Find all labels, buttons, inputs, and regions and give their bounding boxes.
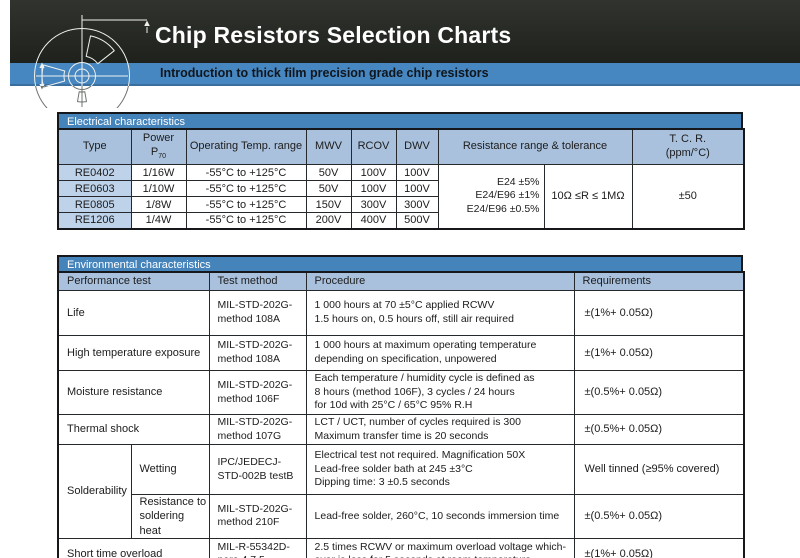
col-header-test-method: Test method [208, 271, 307, 291]
col-header-mwv: MWV [305, 128, 352, 165]
col-header-dwv: DWV [395, 128, 439, 165]
environmental-row: High temperature exposure MIL-STD-202G-m… [57, 335, 745, 371]
cell-test-method: MIL-STD-202G-method 107G [208, 414, 307, 445]
cell-rcov: 400V [350, 212, 397, 229]
cell-performance-subtest: Wetting [130, 444, 210, 495]
col-header-procedure: Procedure [305, 271, 575, 291]
cell-temp: -55°C to +125°C [185, 196, 307, 213]
cell-rcov: 300V [350, 196, 397, 213]
cell-rcov: 100V [350, 164, 397, 181]
col-header-tcr: T. C. R. (ppm/°C) [631, 128, 745, 165]
environmental-characteristics-table: Environmental characteristics Performanc… [57, 255, 746, 558]
electrical-row: RE0402 1/16W -55°C to +125°C 50V 100V 10… [57, 164, 745, 229]
cell-tcr: ±50 [631, 164, 745, 229]
cell-requirements: ±(1%+ 0.05Ω) [573, 290, 745, 336]
col-header-resistance-range: Resistance range & tolerance [437, 128, 633, 165]
cell-procedure: Each temperature / humidity cycle is def… [305, 370, 575, 415]
cell-power: 1/16W [130, 164, 187, 181]
electrical-row: RE1206 1/4W -55°C to +125°C 200V 400V 50… [57, 212, 744, 229]
cell-procedure: 1 000 hours at 70 ±5°C applied RCWV 1.5 h… [305, 290, 575, 336]
cell-performance-test: High temperature exposure [57, 335, 210, 371]
cell-requirements: ±(1%+ 0.05Ω) [573, 335, 745, 371]
environmental-row: Thermal shock MIL-STD-202G-method 107G L… [57, 414, 745, 445]
page-subtitle: Introduction to thick film precision gra… [160, 66, 489, 80]
cell-dwv: 100V [395, 180, 439, 197]
environmental-header-row: Performance test Test method Procedure R… [57, 271, 745, 291]
cell-requirements: ±(1%+ 0.05Ω) [573, 537, 745, 558]
cell-mwv: 150V [305, 196, 352, 213]
cell-type: RE0402 [57, 164, 132, 181]
cell-test-method: MIL-STD-202G-method 210F [208, 494, 307, 539]
cell-performance-test: Short time overload [57, 537, 210, 558]
environmental-row: Life MIL-STD-202G-method 108A 1 000 hour… [57, 290, 745, 336]
cell-type: RE1206 [57, 212, 132, 229]
cell-test-method: MIL-R-55342D-para 4.7.5 [208, 537, 307, 558]
cell-test-method: MIL-STD-202G-method 108A [208, 335, 307, 371]
electrical-row: RE0603 1/10W -55°C to +125°C 50V 100V 10… [57, 180, 744, 197]
cell-temp: -55°C to +125°C [185, 180, 307, 197]
cell-requirements: Well tinned (≥95% covered) [573, 444, 745, 495]
cell-mwv: 50V [305, 180, 352, 197]
environmental-row: Short time overload MIL-R-55342D-para 4.… [57, 537, 745, 558]
cell-mwv: 200V [305, 212, 352, 229]
cell-test-method: MIL-STD-202G-method 108A [208, 290, 307, 336]
col-header-power: Power P70 [130, 128, 187, 165]
cell-test-method: IPC/JEDECJ- STD-002B testB [208, 444, 307, 495]
header-blue-band [10, 63, 800, 86]
col-header-performance-test: Performance test [57, 271, 210, 291]
cell-temp: -55°C to +125°C [185, 212, 307, 229]
environmental-section-bar: Environmental characteristics [57, 255, 743, 271]
cell-performance-test: Thermal shock [57, 414, 210, 445]
page-title: Chip Resistors Selection Charts [155, 22, 512, 48]
cell-dwv: 500V [395, 212, 439, 229]
cell-solderability: Solderability [57, 444, 132, 539]
cell-rcov: 100V [350, 180, 397, 197]
cell-performance-subtest: Resistance to soldering heat [130, 494, 210, 539]
cell-performance-test: Moisture resistance [57, 370, 210, 415]
cell-procedure: LCT / UCT, number of cycles required is … [305, 414, 575, 445]
cell-requirements: ±(0.5%+ 0.05Ω) [573, 370, 745, 415]
environmental-row: Solderability Wetting IPC/JEDECJ- STD-002… [57, 444, 745, 539]
cell-procedure: Electrical test not required. Magnificat… [305, 444, 575, 495]
col-header-rcov: RCOV [350, 128, 397, 165]
cell-mwv: 50V [305, 164, 352, 181]
cell-procedure: Lead-free solder, 260°C, 10 seconds imme… [305, 494, 575, 539]
environmental-row: Moisture resistance MIL-STD-202G-method … [57, 370, 745, 415]
cell-power: 1/10W [130, 180, 187, 197]
cell-requirements: ±(0.5%+ 0.05Ω) [573, 494, 745, 539]
electrical-characteristics-table: Electrical characteristics Type Power P7… [57, 112, 745, 230]
col-header-type: Type [57, 128, 132, 165]
cell-power: 1/4W [130, 212, 187, 229]
environmental-row: Resistance to soldering heat MIL-STD-202G… [58, 494, 745, 539]
cell-procedure: 2.5 times RCWV or maximum overload volta… [305, 537, 575, 558]
cell-temp: -55°C to +125°C [185, 164, 307, 181]
cell-performance-test: Life [57, 290, 210, 336]
electrical-row: RE0805 1/8W -55°C to +125°C 150V 300V 30… [57, 196, 744, 213]
cell-test-method: MIL-STD-202G-method 106F [208, 370, 307, 415]
cell-tolerance: E24 ±5% E24/E96 ±1% E24/E96 ±0.5% [437, 164, 545, 229]
cell-dwv: 100V [395, 164, 439, 181]
col-header-operating-temp: Operating Temp. range [185, 128, 307, 165]
cell-power: 1/8W [130, 196, 187, 213]
col-header-requirements: Requirements [573, 271, 745, 291]
cell-requirements: ±(0.5%+ 0.05Ω) [573, 414, 745, 445]
cell-procedure: 1 000 hours at maximum operating tempera… [305, 335, 575, 371]
electrical-header-row: Type Power P70 Operating Temp. range MWV… [57, 128, 745, 165]
electrical-section-bar: Electrical characteristics [57, 112, 743, 128]
cell-type: RE0603 [57, 180, 132, 197]
cell-resistance-range: 10Ω ≤R ≤ 1MΩ [543, 164, 633, 229]
cell-type: RE0805 [57, 196, 132, 213]
cell-dwv: 300V [395, 196, 439, 213]
